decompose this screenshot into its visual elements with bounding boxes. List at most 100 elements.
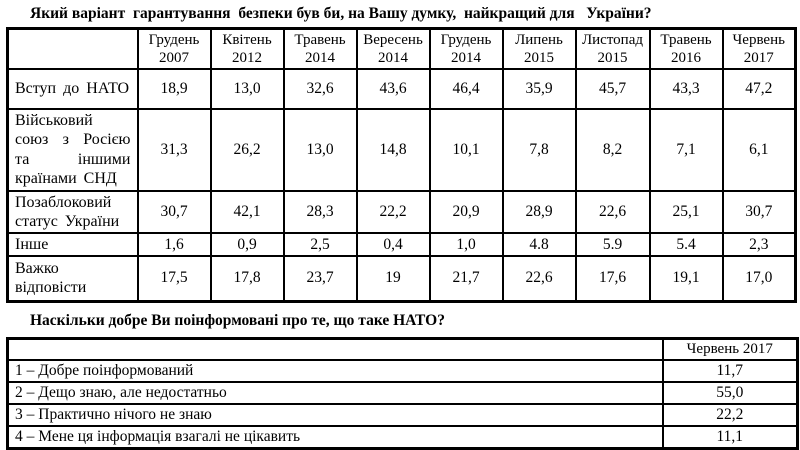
col-month: Травень bbox=[294, 31, 346, 48]
col-year: 2014 bbox=[378, 49, 408, 66]
value-cell: 35,9 bbox=[501, 67, 577, 110]
value-cell: 0,4 bbox=[355, 231, 431, 258]
value-cell: 30,7 bbox=[721, 189, 797, 234]
value-cell: 19 bbox=[355, 255, 431, 303]
value-cell: 42,1 bbox=[209, 189, 285, 234]
value-cell: 5.4 bbox=[648, 231, 724, 258]
value-cell: 17,6 bbox=[574, 255, 651, 303]
table1-col-header-1: Квітень 2012 bbox=[209, 27, 285, 70]
row-label-cell: 2 – Дещо знаю, але недостатньо bbox=[6, 381, 664, 406]
col-year: 2016 bbox=[671, 49, 701, 66]
value-cell: 43,3 bbox=[648, 67, 724, 110]
col-year: 2015 bbox=[597, 49, 628, 66]
row-label-cell: Інше bbox=[6, 231, 139, 258]
value-cell: 1,6 bbox=[136, 231, 212, 258]
table1-col-header-4: Грудень 2014 bbox=[428, 27, 504, 70]
value-cell: 22,2 bbox=[661, 403, 799, 428]
value-cell: 17,5 bbox=[136, 255, 212, 303]
value-cell: 19,1 bbox=[648, 255, 724, 303]
row-label-cell: 4 – Мене ця інформація взагалі не цікави… bbox=[6, 425, 664, 450]
row-label-cell: Військовий союз з Росією та іншими країн… bbox=[6, 107, 139, 192]
table2-row-know-some: 2 – Дещо знаю, але недостатньо 55,0 bbox=[6, 381, 799, 406]
value-cell: 13,0 bbox=[209, 67, 285, 110]
value-cell: 55,0 bbox=[661, 381, 799, 406]
table2-col-header: Червень 2017 bbox=[661, 337, 799, 362]
value-cell: 1,0 bbox=[428, 231, 504, 258]
value-cell: 45,7 bbox=[574, 67, 651, 110]
table1-col-header-6: Листопад 2015 bbox=[574, 27, 651, 70]
question-2-title: Наскільки добре Ви поінформовані про те,… bbox=[30, 311, 445, 329]
value-cell: 7,1 bbox=[648, 107, 724, 192]
value-cell: 28,3 bbox=[282, 189, 358, 234]
value-cell: 23,7 bbox=[282, 255, 358, 303]
value-cell: 13,0 bbox=[282, 107, 358, 192]
col-month: Травень bbox=[660, 31, 712, 48]
value-cell: 46,4 bbox=[428, 67, 504, 110]
value-cell: 0,9 bbox=[209, 231, 285, 258]
value-cell: 10,1 bbox=[428, 107, 504, 192]
col-month: Квітень bbox=[222, 31, 272, 48]
value-cell: 7,8 bbox=[501, 107, 577, 192]
value-cell: 18,9 bbox=[136, 67, 212, 110]
value-cell: 14,8 bbox=[355, 107, 431, 192]
table1-row-other: Інше 1,6 0,9 2,5 0,4 1,0 4.8 5.9 5.4 2,3 bbox=[6, 231, 797, 258]
value-cell: 11,7 bbox=[661, 359, 799, 384]
col-year: 2014 bbox=[305, 49, 335, 66]
table1-corner-cell bbox=[6, 27, 139, 70]
table1-row-russia-union: Військовий союз з Росією та іншими країн… bbox=[6, 107, 797, 192]
row-label-cell: Позаблоковий статус України bbox=[6, 189, 139, 234]
table2-row-not-interested: 4 – Мене ця інформація взагалі не цікави… bbox=[6, 425, 799, 450]
value-cell: 4.8 bbox=[501, 231, 577, 258]
value-cell: 47,2 bbox=[721, 67, 797, 110]
table2-row-know-nothing: 3 – Практично нічого не знаю 22,2 bbox=[6, 403, 799, 428]
table1-col-header-2: Травень 2014 bbox=[282, 27, 358, 70]
col-year: 2015 bbox=[524, 49, 554, 66]
table1-row-hard-to-answer: Важко відповісти 17,5 17,8 23,7 19 21,7 … bbox=[6, 255, 797, 303]
value-cell: 26,2 bbox=[209, 107, 285, 192]
value-cell: 8,2 bbox=[574, 107, 651, 192]
table1-col-header-5: Липень 2015 bbox=[501, 27, 577, 70]
col-year: 2007 bbox=[159, 49, 189, 66]
col-month: Грудень bbox=[440, 31, 492, 48]
row-label-cell: Вступ до НАТО bbox=[6, 67, 139, 110]
value-cell: 6,1 bbox=[721, 107, 797, 192]
col-year: 2014 bbox=[451, 49, 481, 66]
row-label-cell: 1 – Добре поінформований bbox=[6, 359, 664, 384]
col-month: Грудень bbox=[148, 31, 200, 48]
security-options-table: Грудень 2007 Квітень 2012 Травень 2014 Вере… bbox=[6, 26, 797, 303]
value-cell: 30,7 bbox=[136, 189, 212, 234]
table2-header-row: Червень 2017 bbox=[6, 337, 799, 362]
table1-col-header-3: Вересень 2014 bbox=[355, 27, 431, 70]
value-cell: 22,6 bbox=[574, 189, 651, 234]
value-cell: 20,9 bbox=[428, 189, 504, 234]
question-1-title: Який варіант гарантування безпеки був би… bbox=[30, 5, 652, 22]
row-label-cell: 3 – Практично нічого не знаю bbox=[6, 403, 664, 428]
value-cell: 28,9 bbox=[501, 189, 577, 234]
table1-row-nato: Вступ до НАТО 18,9 13,0 32,6 43,6 46,4 3… bbox=[6, 67, 797, 110]
nato-awareness-table: Червень 2017 1 – Добре поінформований 11… bbox=[6, 337, 799, 450]
table1-header-row: Грудень 2007 Квітень 2012 Травень 2014 Вере… bbox=[6, 27, 797, 70]
value-cell: 17,0 bbox=[721, 255, 797, 303]
value-cell: 32,6 bbox=[282, 67, 358, 110]
value-cell: 22,2 bbox=[355, 189, 431, 234]
col-year: 2017 bbox=[743, 49, 774, 66]
col-month: Липень bbox=[515, 31, 563, 48]
value-cell: 2,3 bbox=[721, 231, 797, 258]
value-cell: 43,6 bbox=[355, 67, 431, 110]
value-cell: 5.9 bbox=[574, 231, 651, 258]
value-cell: 2,5 bbox=[282, 231, 358, 258]
table2-corner-cell bbox=[6, 337, 664, 362]
table1-col-header-0: Грудень 2007 bbox=[136, 27, 212, 70]
table1-col-header-7: Травень 2016 bbox=[648, 27, 724, 70]
col-month: Листопад bbox=[581, 31, 644, 48]
value-cell: 31,3 bbox=[136, 107, 212, 192]
value-cell: 22,6 bbox=[501, 255, 577, 303]
table1-col-header-8: Червень 2017 bbox=[721, 27, 797, 70]
value-cell: 25,1 bbox=[648, 189, 724, 234]
value-cell: 21,7 bbox=[428, 255, 504, 303]
col-month: Вересень bbox=[363, 31, 423, 48]
value-cell: 11,1 bbox=[661, 425, 799, 450]
col-year: 2012 bbox=[232, 49, 262, 66]
col-month: Червень bbox=[732, 31, 785, 48]
